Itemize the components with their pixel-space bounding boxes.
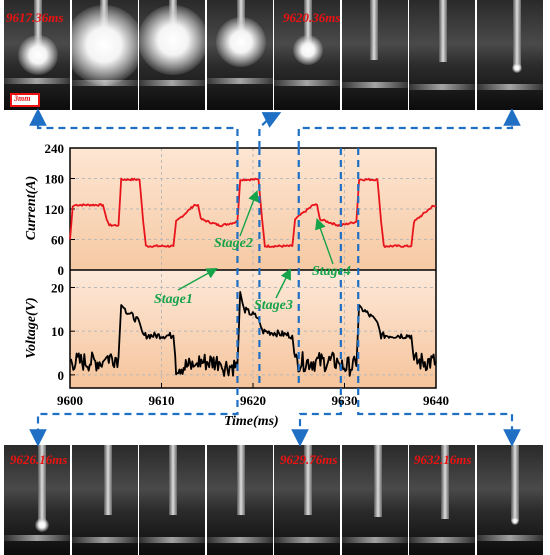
video-frame: [206, 445, 275, 555]
stage4-arrow: [315, 218, 334, 265]
time-axis-label: Time(ms): [224, 414, 279, 429]
stage3-label: Stage3: [254, 298, 293, 313]
video-frame: [206, 0, 275, 110]
stage2-label: Stage2: [214, 236, 253, 251]
current-y-tick-label: 180: [45, 172, 65, 187]
stage1-label: Stage1: [154, 292, 193, 307]
video-frame: [139, 445, 207, 555]
scale-bar-label: 3mm: [14, 94, 31, 103]
x-tick-label: 9620: [240, 393, 266, 408]
current-y-tick-label: 240: [45, 141, 65, 156]
x-tick-label: 9640: [423, 393, 449, 408]
scale-bar: 3mm: [10, 93, 40, 107]
stage3-arrow: [275, 268, 291, 299]
voltage-y-tick-label: 10: [51, 324, 64, 339]
video-frame: [341, 0, 410, 110]
bottom-timestamp-3: 9632.16ms: [414, 452, 472, 467]
video-frame: [476, 445, 544, 555]
current-y-tick-label: 0: [58, 263, 65, 278]
current-series-line: [69, 177, 437, 249]
voltage-y-tick-label: 0: [58, 368, 65, 383]
connector-bottom-left: [29, 388, 239, 447]
voltage-y-tick-label: 20: [51, 280, 64, 295]
bottom-frame-strip: [4, 445, 544, 555]
bottom-timestamp-1: 9626.16ms: [10, 452, 68, 467]
x-tick-label: 9630: [332, 393, 358, 408]
connector-top-left: [29, 108, 239, 148]
video-frame: [476, 0, 544, 110]
voltage-series-line: [69, 290, 437, 377]
connector-bottom-right: [357, 388, 521, 447]
top-timestamp-1: 9617.36ms: [6, 10, 64, 25]
connector-top-right: [297, 108, 521, 148]
video-frame: [4, 445, 72, 555]
top-timestamp-2: 9620.36ms: [283, 10, 341, 25]
stage1-arrow: [177, 267, 218, 291]
video-frame: [341, 445, 410, 555]
connector-bottom-mid: [291, 388, 342, 447]
video-frame: [71, 0, 140, 110]
stage2-arrow: [239, 190, 259, 237]
connector-top-mid: [258, 112, 282, 148]
current-y-tick-label: 60: [51, 233, 64, 248]
video-frame: [139, 0, 207, 110]
current-axis-label: Current(A): [24, 175, 39, 241]
x-tick-label: 9610: [149, 393, 175, 408]
video-frame: [274, 0, 342, 110]
x-tick-label: 9600: [57, 393, 83, 408]
voltage-axis-label: Voltage(V): [24, 297, 39, 359]
video-frame: [274, 445, 342, 555]
bottom-timestamp-2: 9629.76ms: [280, 452, 338, 467]
video-frame: [409, 0, 477, 110]
video-frame: [71, 445, 140, 555]
video-frame: [4, 0, 72, 110]
current-y-tick-label: 120: [45, 202, 65, 217]
stage4-label: Stage4: [312, 264, 351, 279]
video-frame: [409, 445, 477, 555]
top-frame-strip: [4, 0, 544, 110]
